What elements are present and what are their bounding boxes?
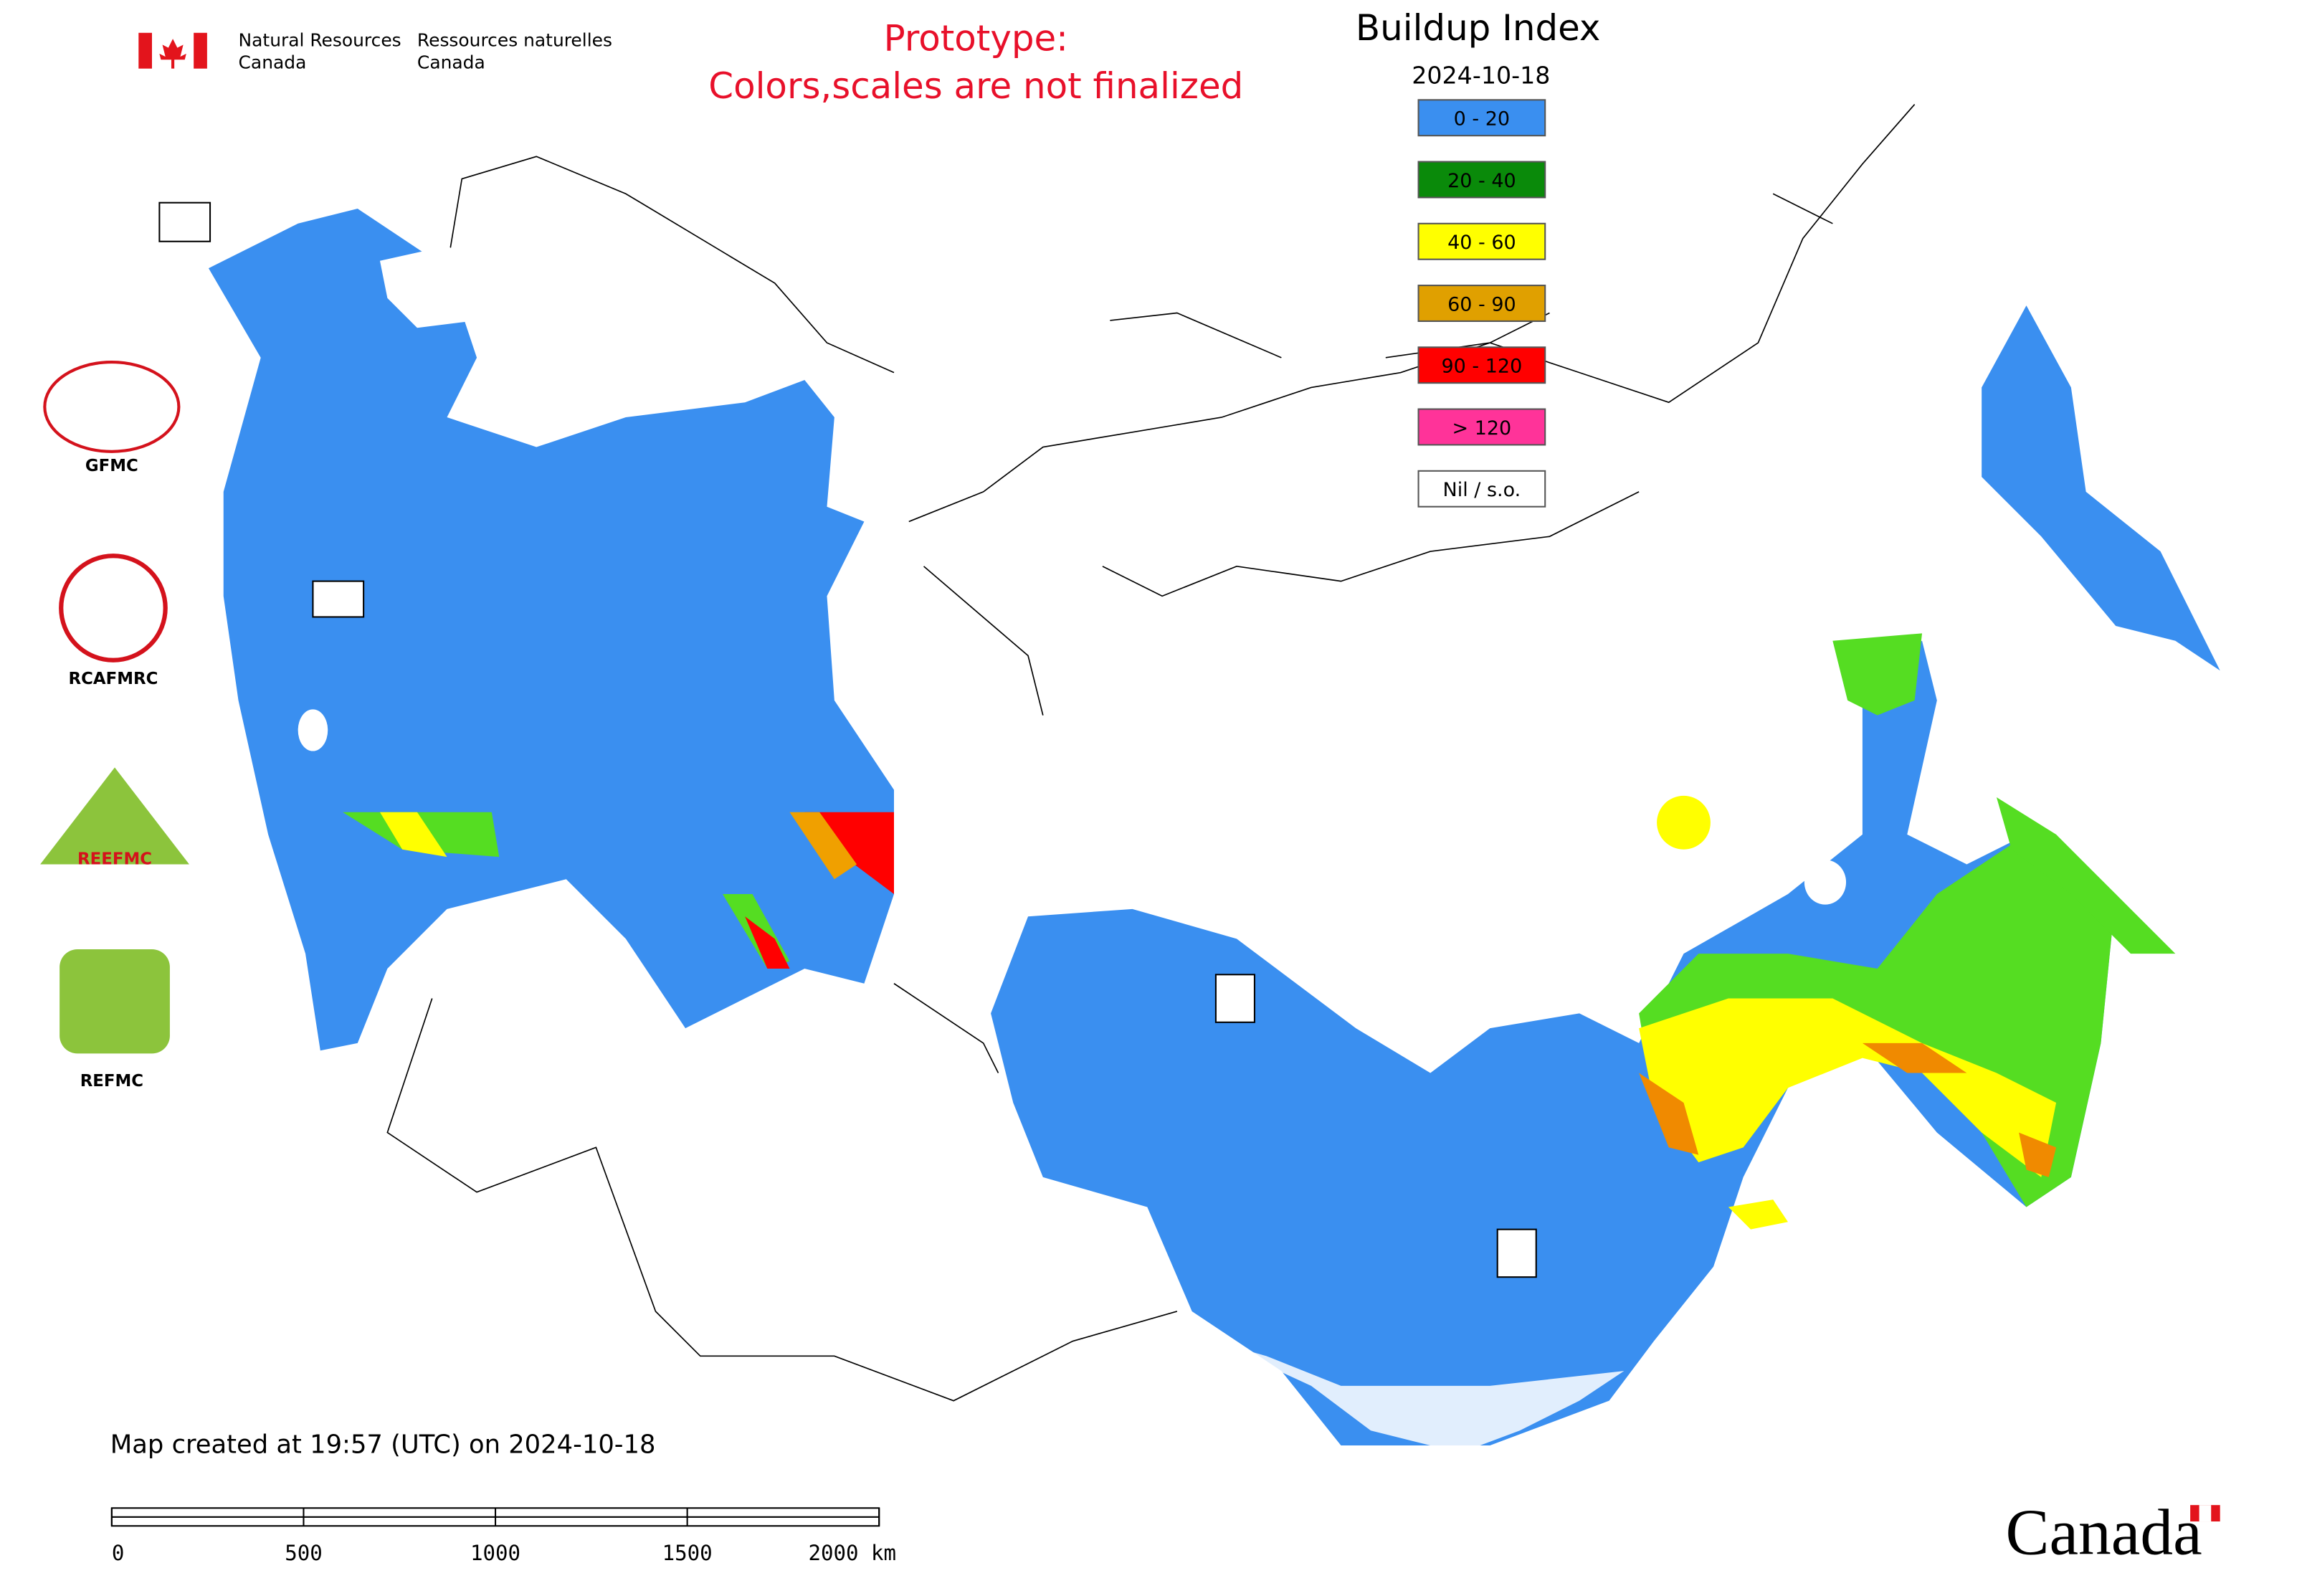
scale-label: 2000 km (809, 1541, 897, 1565)
flag-bar (194, 32, 207, 69)
legend-label: 0 - 20 (1454, 108, 1510, 130)
legend-label: 60 - 90 (1447, 293, 1516, 315)
header: Natural Resources Canada Ressources natu… (138, 18, 1243, 107)
flag-bar (138, 32, 152, 69)
map (208, 103, 2220, 1453)
agency-text: Canada (417, 52, 485, 73)
map-markers (158, 201, 1537, 1278)
agency-text: Ressources naturelles (417, 29, 612, 50)
legend-label: 40 - 60 (1447, 232, 1516, 254)
legend-swatch (1417, 222, 1546, 260)
patch-yellow (1728, 1200, 1788, 1230)
logo-refmc (60, 949, 170, 1054)
region-east (991, 640, 2116, 1446)
logo-gfmc (43, 361, 181, 453)
legend: Buildup Index 2024-10-18 0 - 20 20 - 40 40… (1356, 7, 1601, 508)
legend-swatch (1417, 470, 1546, 508)
footer: Map created at 19:57 (UTC) on 2024-10-18… (110, 1430, 2220, 1569)
agency-text: Natural Resources (239, 29, 401, 50)
patch-orange (789, 812, 857, 880)
marker (158, 201, 211, 242)
patch-red (745, 916, 790, 969)
legend-swatch (1417, 408, 1546, 446)
logo-label: RCAFMRC (69, 670, 158, 688)
logo-rcafmrc (59, 554, 168, 662)
no-data-area (1214, 1341, 1625, 1453)
patch-yellow (1657, 795, 1711, 850)
lake (298, 709, 328, 751)
wordmark-flag (2199, 1505, 2212, 1522)
legend-title: Buildup Index (1356, 7, 1601, 49)
marker (312, 580, 365, 618)
patch-yellow (379, 812, 447, 858)
scale-label: 500 (285, 1541, 323, 1565)
logo-label: GFMC (85, 457, 138, 475)
white-sea (379, 245, 492, 328)
region-kamchatka (1982, 305, 2220, 671)
scale-label: 1500 (662, 1541, 713, 1565)
notice: Prototype: (884, 18, 1068, 60)
logos: GFMC RCAFMRC REEFMC REFMC (40, 361, 189, 1091)
wordmark: Canada (2005, 1496, 2202, 1569)
logo-reefmc (40, 767, 189, 865)
legend-swatch (1417, 346, 1546, 384)
legend-label: 90 - 120 (1441, 356, 1522, 378)
agency-text: Canada (239, 52, 307, 73)
marker (1214, 974, 1255, 1023)
sakhalin (1996, 797, 2176, 954)
region-west (208, 209, 894, 1051)
patch-yellow (1639, 998, 2057, 1177)
legend-swatch (1417, 99, 1546, 137)
maple-leaf (159, 39, 186, 69)
legend-label: Nil / s.o. (1443, 479, 1521, 501)
legend-label: 20 - 40 (1447, 170, 1516, 192)
scale-label: 1000 (470, 1541, 520, 1565)
legend-label: > 120 (1452, 417, 1512, 440)
scale-label: 0 (112, 1541, 125, 1565)
patch-green (1832, 633, 1923, 716)
legend-swatch (1417, 285, 1546, 322)
legend-date: 2024-10-18 (1412, 61, 1550, 89)
legend-swatch (1417, 161, 1546, 199)
lake (1804, 860, 1847, 905)
logo-label: REFMC (80, 1072, 143, 1091)
marker (1496, 1228, 1537, 1278)
logo-label: REEFMC (77, 850, 152, 868)
notice: Colors,scales are not finalized (708, 65, 1243, 107)
created-text: Map created at 19:57 (UTC) on 2024-10-18 (110, 1430, 656, 1459)
